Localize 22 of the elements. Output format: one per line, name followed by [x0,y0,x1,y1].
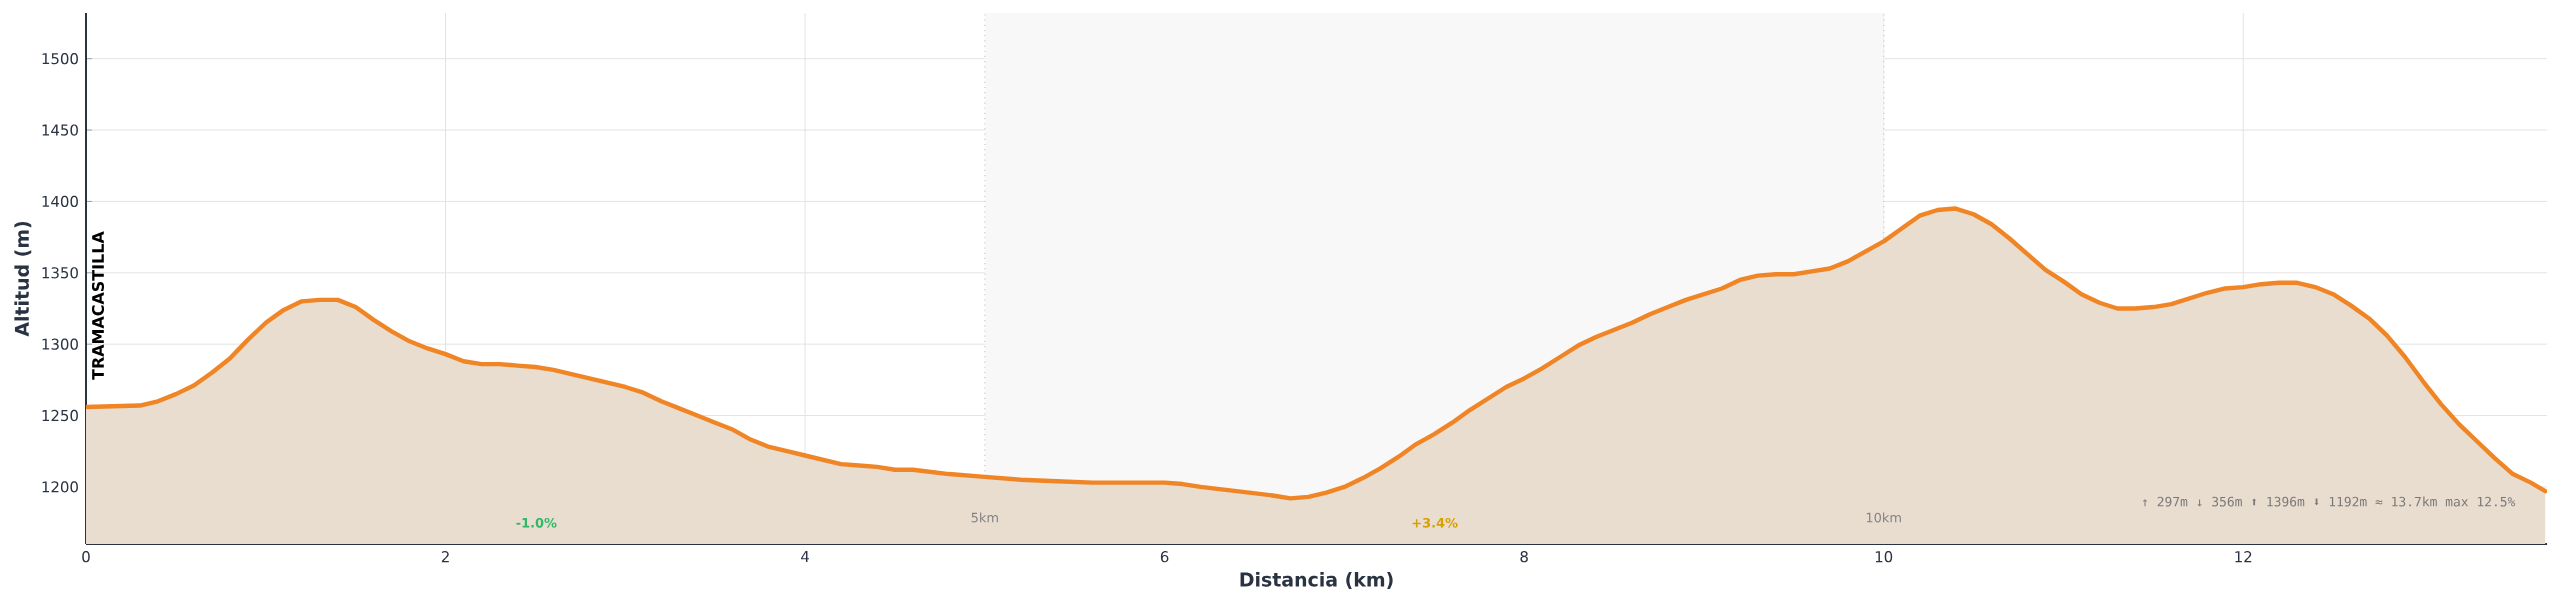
annotation: TRAMACASTILLA [91,231,105,380]
annotation: +3.4% [1412,517,1458,528]
x-tick-label: 2 [441,551,449,563]
x-tick-label: 8 [1520,551,1528,563]
y-tick-label: 1250 [42,409,78,422]
y-tick-label: 1200 [42,481,78,493]
annotation: -1.0% [516,517,557,528]
y-tick-label: 1450 [42,124,78,136]
x-tick-label: 4 [801,551,809,562]
y-axis-title: Altitud (m) [14,221,32,337]
x-tick-label: 0 [82,551,90,563]
y-tick-label: 1500 [42,53,78,65]
ref-line-label: 10km [1866,512,1901,523]
x-tick-label: 6 [1160,551,1169,563]
x-tick-label: 10 [1875,551,1893,563]
annotation: ↑ 297m ↓ 356m ⬆ 1396m ⬇ 1192m ≈ 13.7km max 12.5% [2142,496,2516,507]
x-axis-title: Distancia (km) [1240,572,1393,589]
y-tick-label: 1300 [42,338,78,350]
y-tick-label: 1400 [42,195,78,208]
ref-line-label: 5km [971,512,998,523]
x-tick-label: 12 [2235,551,2252,563]
y-tick-label: 1350 [42,267,78,279]
